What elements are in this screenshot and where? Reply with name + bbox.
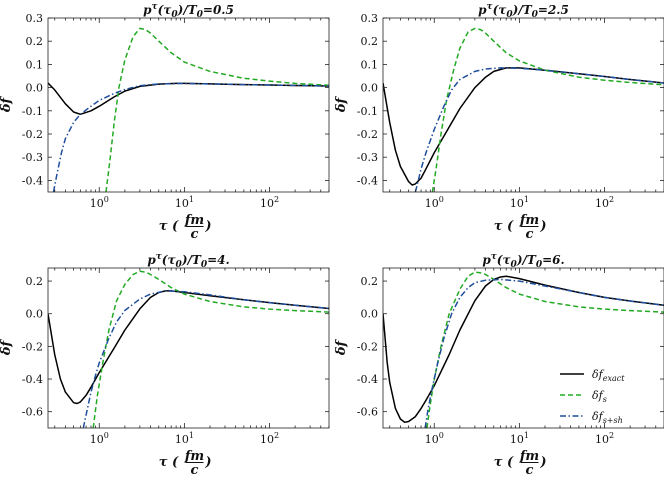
y-axis-label: δf — [334, 338, 349, 356]
chart-panel-3: -0.6 -0.4 -0.2 0.0 0.2 100 101 102 pτ(τ0)/T0=4. δ… — [0, 252, 330, 478]
plot-frame — [382, 267, 664, 429]
svg-text:): ) — [539, 219, 546, 234]
y-tick-label: -0.6 — [357, 406, 378, 419]
x-tick-label: 101 — [175, 431, 194, 446]
y-tick-label: 0.2 — [26, 35, 44, 48]
y-tick-label: 0.2 — [361, 35, 379, 48]
series-line-fs+sh — [424, 278, 664, 428]
x-axis-label: τ ( fmc) — [159, 213, 212, 242]
x-tick-label: 102 — [595, 431, 614, 446]
series-line-fs+sh — [52, 82, 329, 192]
y-axis-label: δf — [0, 338, 14, 356]
y-tick-label: 0.0 — [361, 82, 379, 95]
y-tick-label: 0.0 — [26, 82, 44, 95]
y-tick-label: -0.2 — [22, 340, 43, 353]
chart-panel-1: -0.4 -0.3 -0.2 -0.1 0.0 0.1 0.2 0.3 100 101 102 pτ(… — [0, 2, 330, 242]
chart-title: pτ(τ0)/T0=2.5 — [478, 2, 569, 20]
svg-text:fm: fm — [184, 449, 204, 464]
series-group — [383, 27, 664, 192]
svg-text:): ) — [539, 455, 546, 470]
series-line-fexact — [383, 275, 664, 424]
y-axis-label: δf — [0, 95, 14, 113]
plot-frame — [382, 17, 664, 193]
chart-title: pτ(τ0)/T0=6. — [482, 252, 564, 270]
series-group — [383, 271, 664, 428]
svg-text:c: c — [526, 463, 534, 478]
y-tick-label: -0.1 — [357, 105, 378, 118]
y-tick-label: 0.0 — [26, 308, 44, 321]
x-axis-label: τ ( fmc) — [494, 449, 547, 478]
y-tick-label: 0.0 — [361, 308, 379, 321]
svg-text:): ) — [204, 219, 211, 234]
series-line-fexact — [48, 290, 329, 405]
series-line-fexact — [383, 67, 664, 186]
y-tick-label: 0.1 — [361, 58, 379, 71]
x-tick-label: 102 — [595, 195, 614, 210]
svg-text:τ (: τ ( — [494, 219, 514, 234]
y-tick-label: 0.3 — [361, 12, 379, 25]
x-tick-label: 100 — [90, 431, 109, 446]
y-axis-label: δf — [334, 95, 349, 113]
y-tick-label: -0.2 — [357, 340, 378, 353]
x-tick-label: 101 — [510, 431, 529, 446]
y-tick-label: 0.2 — [26, 275, 44, 288]
legend-label: δfs — [592, 389, 607, 404]
y-tick-label: 0.2 — [361, 275, 379, 288]
svg-text:τ (: τ ( — [159, 219, 179, 234]
svg-text:τ (: τ ( — [159, 455, 179, 470]
x-axis-label: τ ( fmc) — [494, 213, 547, 242]
svg-text:fm: fm — [519, 213, 539, 228]
svg-text:c: c — [526, 227, 534, 242]
legend: δfexact δfs δfs+sh — [560, 368, 625, 425]
chart-title: pτ(τ0)/T0=0.5 — [143, 2, 234, 20]
y-tick-label: 0.1 — [26, 58, 44, 71]
series-line-fexact — [48, 82, 329, 116]
svg-text:): ) — [204, 455, 211, 470]
y-tick-label: -0.3 — [22, 151, 43, 164]
svg-text:fm: fm — [184, 213, 204, 228]
y-tick-label: -0.4 — [22, 174, 43, 187]
x-tick-label: 100 — [425, 195, 444, 210]
chart-title: pτ(τ0)/T0=4. — [147, 252, 229, 270]
y-tick-label: -0.3 — [357, 151, 378, 164]
y-tick-label: -0.2 — [22, 128, 43, 141]
legend-label: δfexact — [592, 368, 625, 383]
x-tick-label: 102 — [260, 195, 279, 210]
chart-panel-2: -0.4 -0.3 -0.2 -0.1 0.0 0.1 0.2 0.3 100 101 102 pτ(… — [334, 2, 664, 242]
y-tick-label: -0.2 — [357, 128, 378, 141]
series-line-fs — [105, 27, 329, 192]
svg-text:fm: fm — [519, 449, 539, 464]
y-tick-label: -0.4 — [22, 373, 43, 386]
y-tick-label: -0.4 — [357, 373, 378, 386]
x-tick-label: 100 — [425, 431, 444, 446]
series-line-fs — [92, 270, 329, 428]
series-line-fs — [426, 271, 664, 428]
legend-label: δfs+sh — [592, 410, 623, 425]
x-axis-label: τ ( fmc) — [159, 449, 212, 478]
svg-text:c: c — [191, 463, 199, 478]
y-tick-label: -0.6 — [22, 406, 43, 419]
x-tick-label: 102 — [260, 431, 279, 446]
svg-text:c: c — [191, 227, 199, 242]
x-tick-label: 101 — [510, 195, 529, 210]
series-line-fs+sh — [82, 290, 329, 428]
y-tick-label: 0.3 — [26, 12, 44, 25]
plot-frame — [47, 267, 330, 429]
x-tick-label: 100 — [90, 195, 109, 210]
series-line-fs — [431, 27, 664, 192]
y-tick-label: -0.1 — [22, 105, 43, 118]
series-group — [48, 270, 329, 428]
series-group — [48, 27, 329, 192]
y-tick-label: -0.4 — [357, 174, 378, 187]
plot-frame — [47, 17, 330, 193]
series-line-fs+sh — [414, 67, 664, 192]
svg-text:τ (: τ ( — [494, 455, 514, 470]
x-tick-label: 101 — [175, 195, 194, 210]
chart-panel-4: -0.6 -0.4 -0.2 0.0 0.2 100 101 102 pτ(τ0)/T0=6. δ… — [334, 252, 664, 478]
